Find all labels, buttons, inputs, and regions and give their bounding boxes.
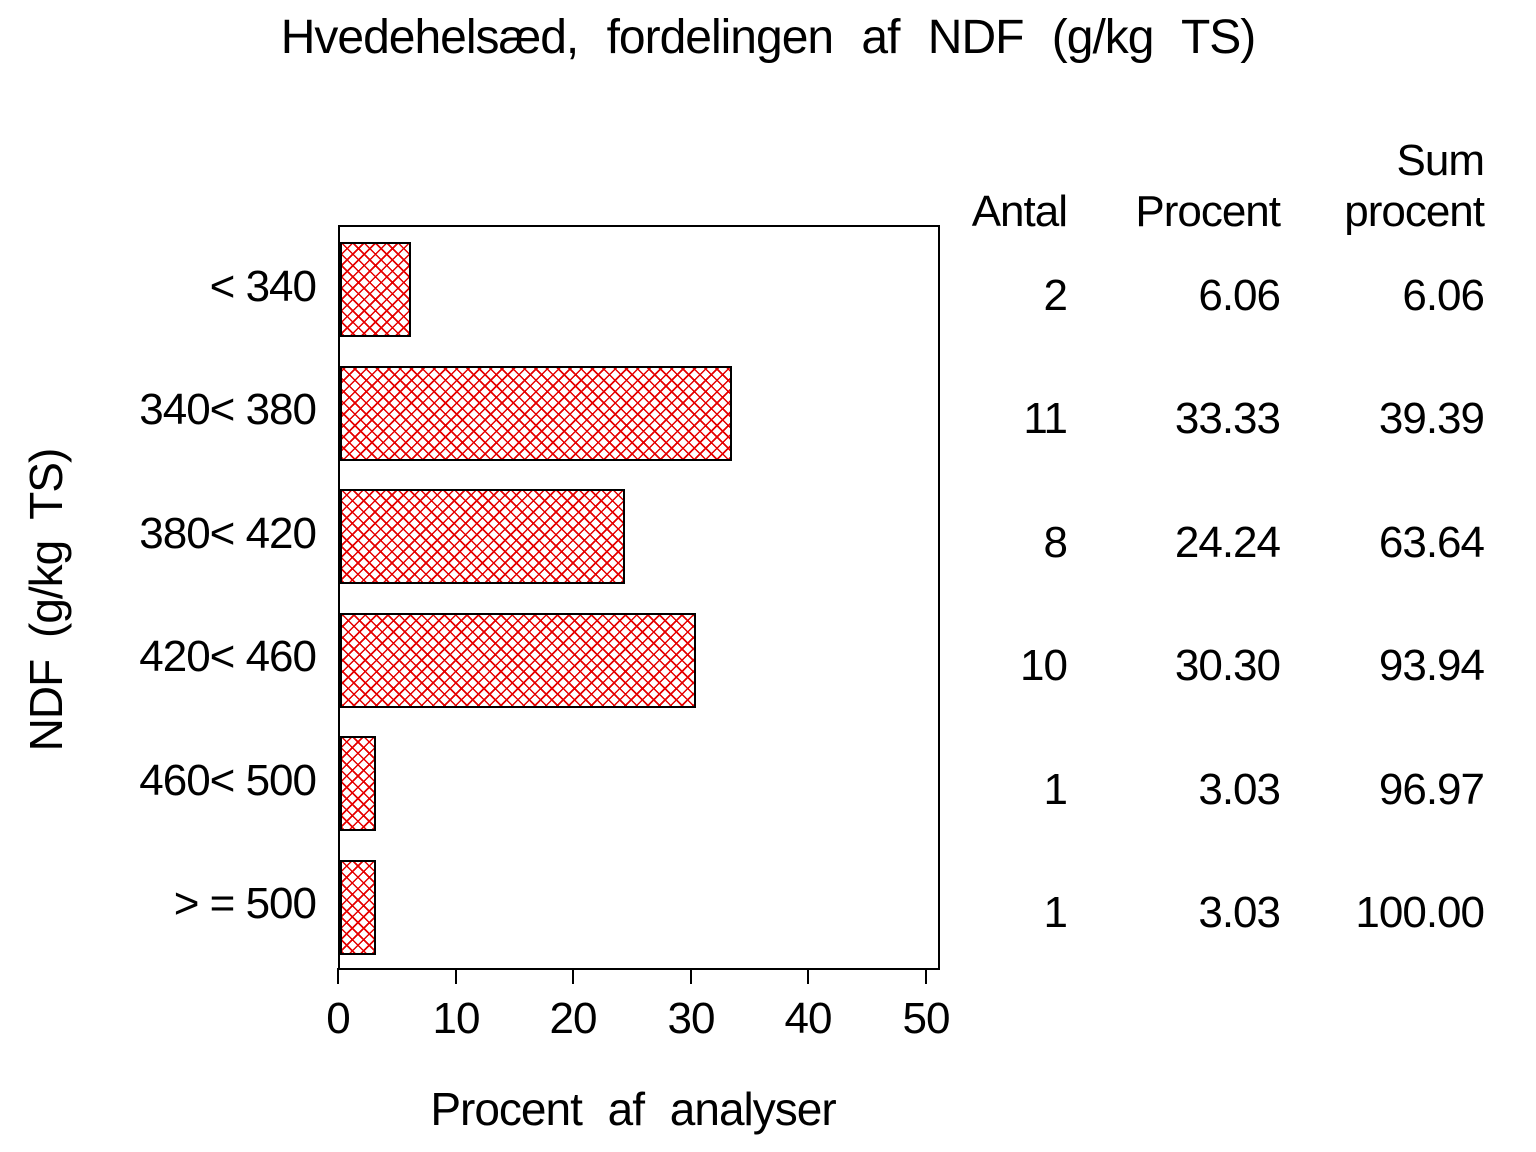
x-axis-label: Procent af analyser	[430, 1083, 836, 1135]
table-cell-procent: 30.30	[1174, 641, 1281, 690]
table-cell-procent: 3.03	[1198, 765, 1281, 814]
category-label: < 340	[209, 262, 317, 311]
x-tick-mark	[690, 968, 692, 984]
x-tick-mark	[925, 968, 927, 984]
x-tick-mark	[572, 968, 574, 984]
table-cell-procent: 24.24	[1174, 518, 1281, 567]
table-cell-sum_procent: 93.94	[1378, 641, 1485, 690]
category-label: 340< 380	[139, 385, 317, 434]
table-cell-procent: 3.03	[1198, 888, 1281, 937]
x-tick-mark	[337, 968, 339, 984]
category-label: > = 500	[173, 879, 317, 928]
category-label: 380< 420	[139, 509, 317, 558]
x-tick-label: 20	[549, 994, 598, 1043]
x-tick-mark	[455, 968, 457, 984]
x-tick-label: 30	[667, 994, 716, 1043]
table-cell-sum_procent: 39.39	[1378, 394, 1485, 443]
bar-> = 500	[340, 859, 376, 955]
table-cell-sum_procent: 96.97	[1378, 765, 1485, 814]
table-header: Procent	[1135, 187, 1281, 236]
table-cell-procent: 33.33	[1174, 394, 1281, 443]
chart-title: Hvedehelsæd, fordelingen af NDF (g/kg TS…	[280, 11, 1257, 64]
x-tick-label: 0	[326, 994, 350, 1043]
category-label: 460< 500	[139, 756, 317, 805]
table-cell-antal: 1	[1043, 888, 1068, 937]
y-axis-label: NDF (g/kg TS)	[20, 448, 72, 752]
bar-340< 380	[340, 365, 732, 461]
x-tick-label: 10	[432, 994, 481, 1043]
table-cell-antal: 11	[1023, 394, 1068, 443]
table-cell-sum_procent: 100.00	[1355, 888, 1485, 937]
bar-380< 420	[340, 489, 625, 584]
table-header: Antal	[971, 187, 1068, 236]
bar-420< 460	[340, 612, 696, 708]
x-tick-mark	[807, 968, 809, 984]
table-header-top: Sum	[1396, 136, 1485, 185]
table-cell-antal: 10	[1020, 641, 1068, 690]
frequency-table: Antal Procent Sum procent 2 6.06 6.06 11 33.33 39…	[950, 130, 1510, 1030]
table-cell-sum_procent: 6.06	[1402, 271, 1485, 320]
table-cell-sum_procent: 63.64	[1378, 518, 1485, 567]
table-cell-antal: 2	[1043, 271, 1068, 320]
x-tick-label: 50	[902, 994, 951, 1043]
bar-< 340	[340, 242, 411, 337]
plot-area	[338, 225, 940, 970]
table-cell-antal: 8	[1043, 518, 1068, 567]
category-label: 420< 460	[139, 632, 317, 681]
table-cell-antal: 1	[1043, 765, 1068, 814]
x-tick-label: 40	[784, 994, 833, 1043]
table-header: procent	[1344, 187, 1485, 236]
bar-460< 500	[340, 736, 376, 831]
table-cell-procent: 6.06	[1198, 271, 1281, 320]
